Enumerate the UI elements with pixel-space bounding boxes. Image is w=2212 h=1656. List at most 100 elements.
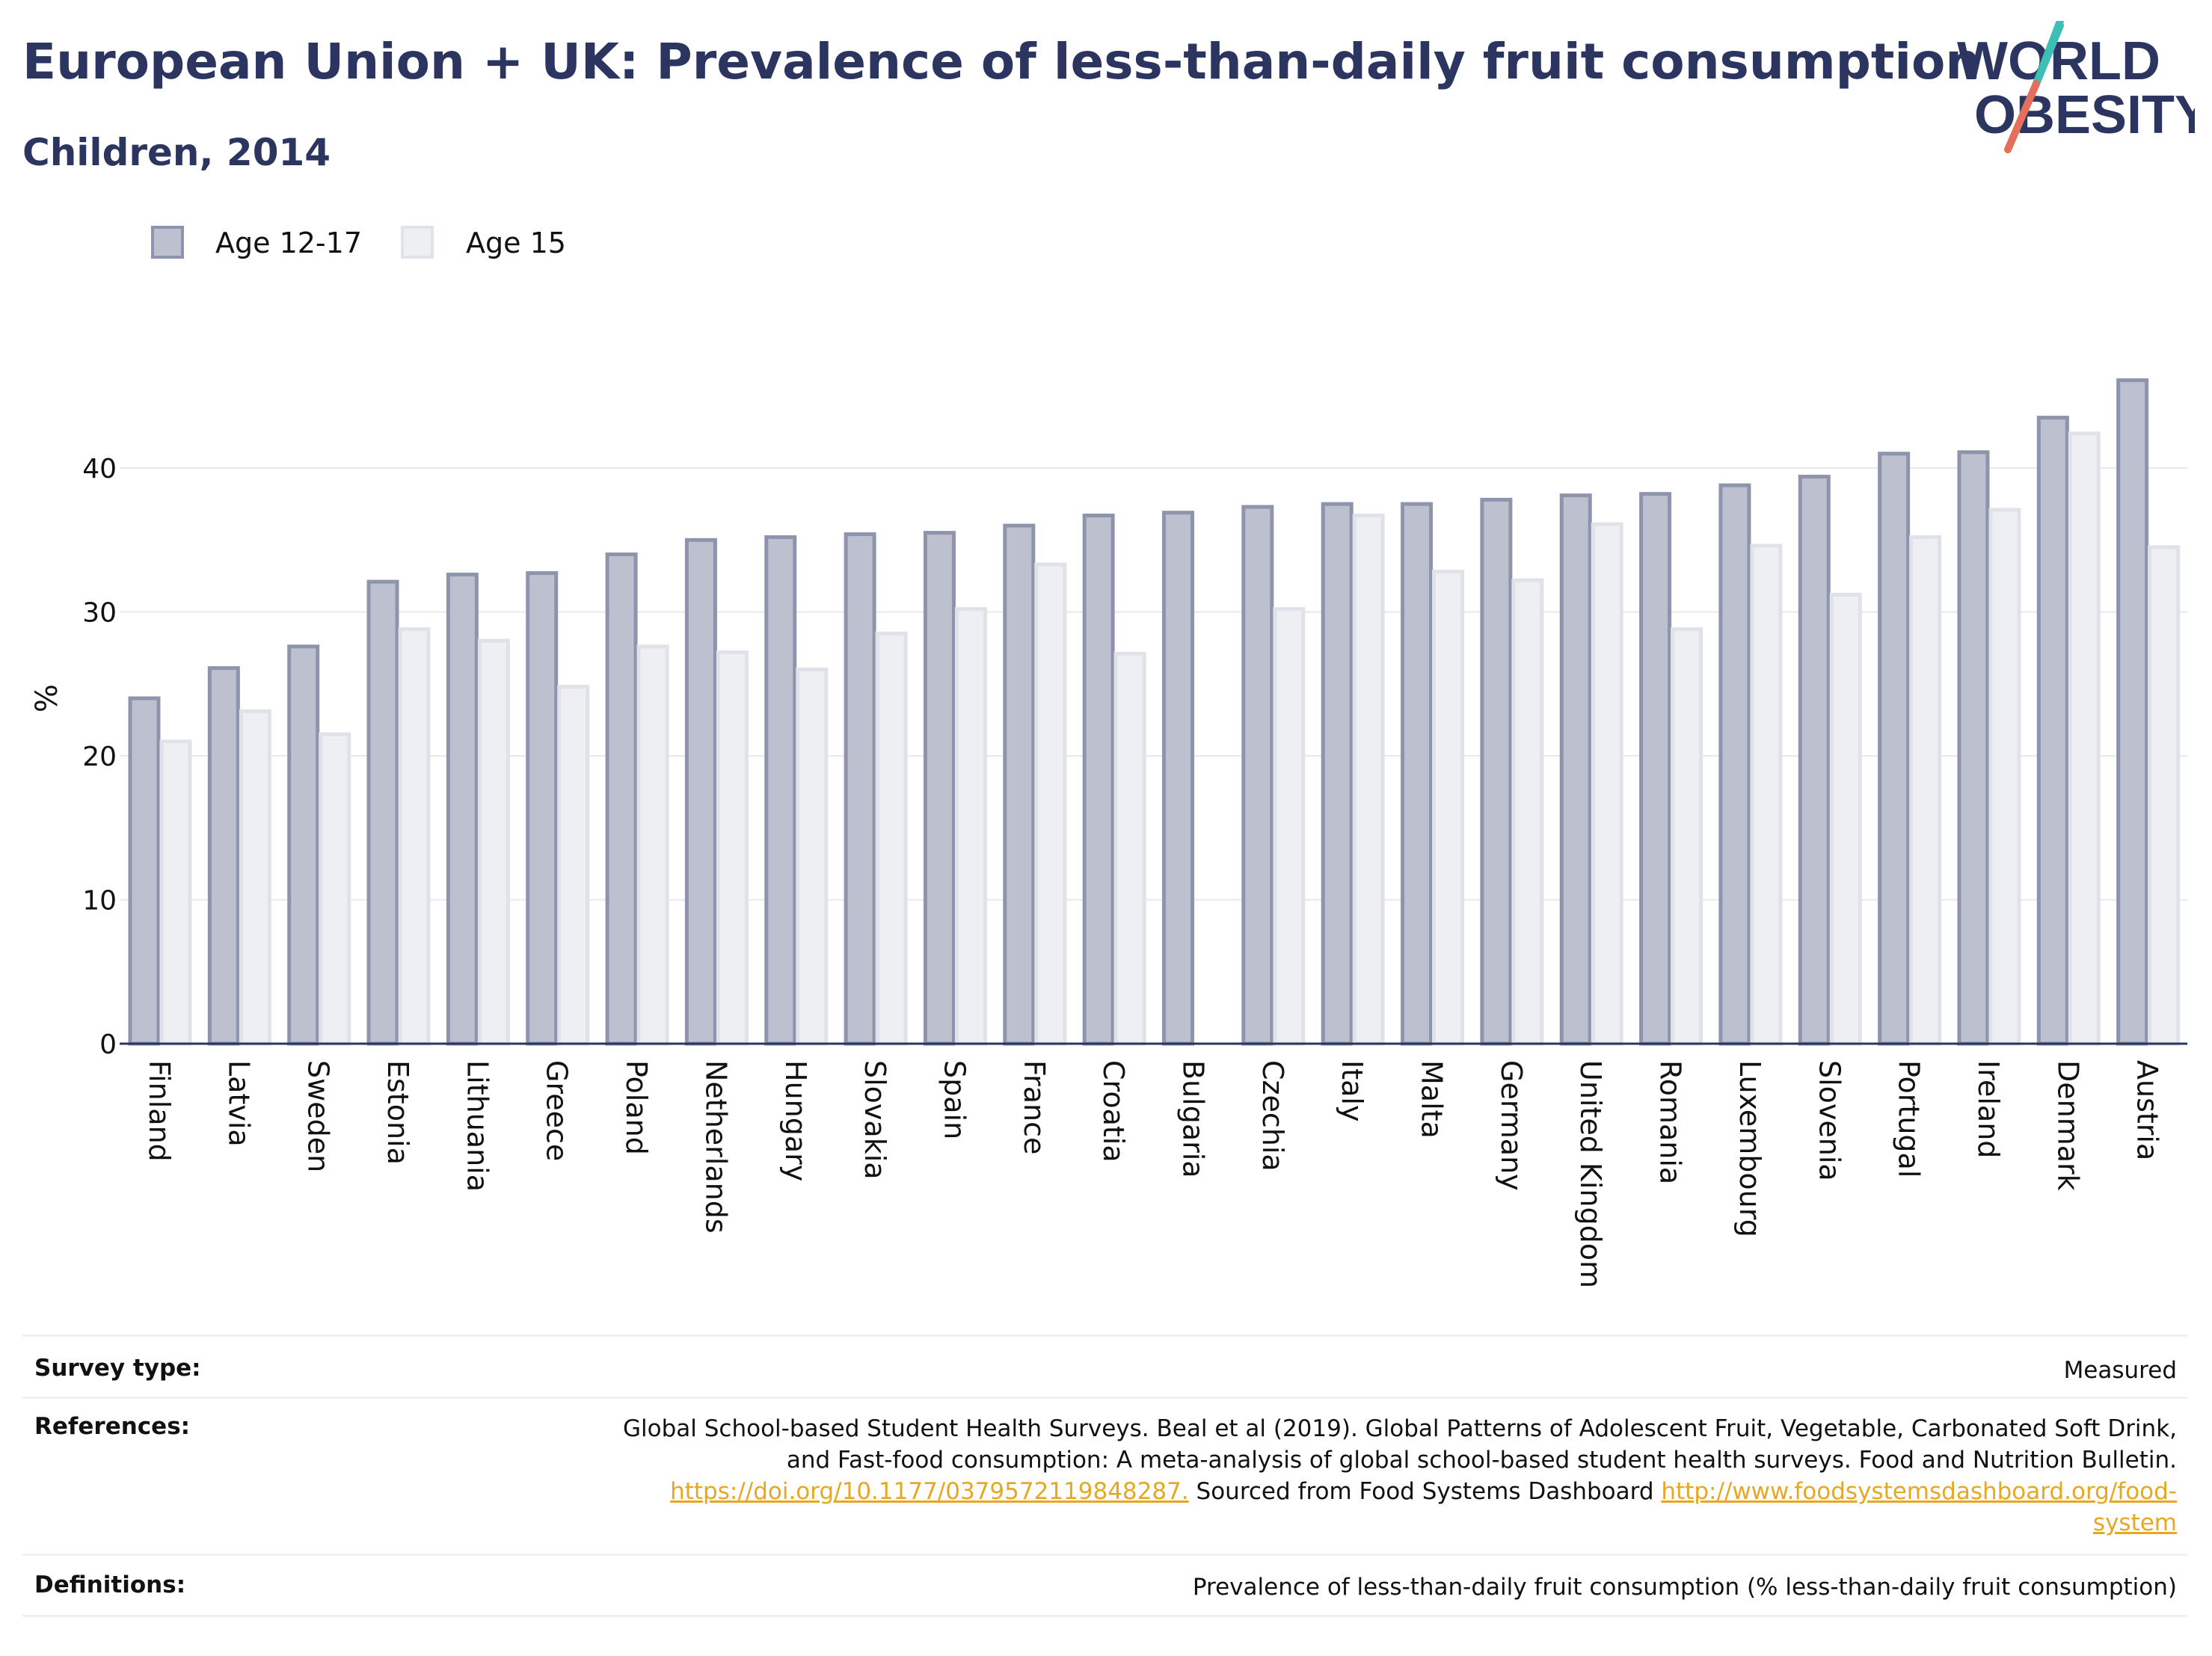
bar-chart: 0 10 20 30 40% Finland Latvia Sweden Estonia Lith…: [30, 226, 2187, 1288]
bar-sweden-age-15: [319, 732, 351, 1046]
bar-luxembourg-age-12-17: [1718, 483, 1751, 1046]
bar-malta-age-12-17: [1401, 502, 1434, 1046]
bar-czechia-age-15: [1273, 607, 1306, 1046]
food-systems-link-cont[interactable]: system: [2092, 1509, 2177, 1536]
bar-greece-age-12-17: [526, 571, 559, 1046]
references-line-4: system: [307, 1507, 2177, 1539]
x-tick-label: Netherlands: [699, 1060, 732, 1234]
bar-austria-age-12-17: [2116, 378, 2149, 1046]
bar-ireland-age-12-17: [1957, 450, 1990, 1046]
footer-divider: [22, 1397, 2187, 1399]
x-tick-label: Germany: [1495, 1060, 1528, 1191]
definitions-value: Prevalence of less-than-daily fruit cons…: [1192, 1574, 2177, 1601]
bar-germany-age-15: [1511, 578, 1544, 1046]
bar-finland-age-12-17: [128, 696, 161, 1046]
logo-slash-coral: [2004, 80, 2040, 153]
x-tick-label: Sweden: [302, 1060, 335, 1172]
x-tick-label: France: [1018, 1060, 1051, 1154]
bar-latvia-age-12-17: [207, 666, 240, 1046]
bar-romania-age-15: [1671, 627, 1703, 1046]
bar-spain-age-12-17: [923, 531, 956, 1046]
x-tick-label: Bulgaria: [1177, 1060, 1210, 1178]
legend: Age 12-17 Age 15: [151, 226, 566, 259]
chart-subtitle: Children, 2014: [22, 131, 331, 174]
x-tick-label: Ireland: [1972, 1060, 2005, 1158]
bar-romania-age-12-17: [1639, 492, 1672, 1046]
y-tick-label: 40: [82, 454, 117, 484]
bar-portugal-age-12-17: [1878, 452, 1911, 1046]
x-tick-label: Finland: [143, 1060, 176, 1162]
logo-word-world: WORLD: [1957, 31, 2160, 91]
x-tick-label: Hungary: [779, 1060, 812, 1181]
x-tick-label: Spain: [938, 1060, 971, 1139]
bar-bulgaria-age-12-17: [1162, 511, 1194, 1046]
bar-hungary-age-12-17: [764, 535, 797, 1046]
bar-hungary-age-15: [796, 668, 829, 1046]
bar-slovakia-age-15: [875, 631, 908, 1046]
references-label: References:: [34, 1413, 191, 1440]
y-tick-label: 10: [82, 886, 117, 917]
bar-united-kingdom-age-12-17: [1559, 493, 1592, 1046]
bar-italy-age-12-17: [1321, 502, 1354, 1046]
bar-germany-age-12-17: [1480, 497, 1513, 1046]
bar-poland-age-15: [636, 644, 669, 1046]
bar-estonia-age-12-17: [366, 579, 399, 1046]
bar-slovakia-age-12-17: [844, 532, 876, 1046]
x-tick-label: Lithuania: [461, 1060, 494, 1192]
bar-spain-age-15: [954, 607, 987, 1046]
bar-ireland-age-15: [1988, 508, 2021, 1046]
bar-denmark-age-15: [2068, 431, 2101, 1046]
bar-italy-age-15: [1352, 514, 1385, 1046]
food-systems-link[interactable]: http://www.foodsystemsdashboard.org/food…: [1661, 1478, 2177, 1505]
bar-slovenia-age-12-17: [1798, 475, 1831, 1046]
x-tick-label: Poland: [620, 1060, 653, 1155]
x-tick-label: Slovenia: [1813, 1060, 1846, 1181]
bar-sweden-age-12-17: [287, 644, 320, 1046]
footer-divider: [22, 1615, 2187, 1617]
survey-type-value: Measured: [2063, 1357, 2177, 1384]
legend-swatch-age-12-17: [151, 226, 184, 259]
footer-divider: [22, 1554, 2187, 1556]
references-text: Global School-based Student Health Surve…: [307, 1413, 2177, 1539]
bars: [128, 378, 2181, 1046]
bar-croatia-age-15: [1113, 651, 1146, 1046]
definitions-label: Definitions:: [34, 1572, 186, 1598]
bar-czechia-age-12-17: [1241, 505, 1274, 1046]
references-sourced-text: Sourced from Food Systems Dashboard: [1188, 1478, 1662, 1505]
x-tick-label: Croatia: [1097, 1060, 1130, 1163]
x-tick-label: Estonia: [381, 1060, 414, 1165]
footer-survey-row: Survey type: Measured: [22, 1355, 2187, 1392]
references-line-2: and Fast-food consumption: A meta-analys…: [786, 1447, 2177, 1474]
x-tick-label: Czechia: [1256, 1060, 1289, 1172]
bar-netherlands-age-15: [716, 650, 749, 1046]
bar-estonia-age-15: [398, 627, 431, 1046]
legend-label-age-12-17: Age 12-17: [215, 227, 362, 259]
x-tick-label: Austria: [2131, 1060, 2164, 1160]
bar-greece-age-15: [557, 685, 590, 1046]
doi-link[interactable]: https://doi.org/10.1177/0379572119848287…: [670, 1478, 1189, 1505]
footer-references-row: References: Global School-based Student …: [22, 1413, 2187, 1548]
legend-label-age-15: Age 15: [466, 227, 566, 259]
bar-lithuania-age-12-17: [446, 572, 479, 1046]
bar-portugal-age-15: [1909, 535, 1942, 1046]
bar-lithuania-age-15: [477, 638, 510, 1046]
x-tick-label: Romania: [1654, 1060, 1687, 1184]
bar-finland-age-15: [159, 739, 192, 1046]
axes: 0 10 20 30 40% Finland Latvia Sweden Estonia Lith…: [30, 454, 2187, 1288]
bar-croatia-age-12-17: [1082, 514, 1115, 1046]
x-tick-label: Denmark: [2051, 1060, 2084, 1191]
references-line-1: Global School-based Student Health Surve…: [623, 1415, 2177, 1442]
y-tick-label: 20: [82, 742, 117, 772]
x-tick-label: United Kingdom: [1574, 1060, 1607, 1288]
survey-type-label: Survey type:: [34, 1355, 201, 1382]
bar-france-age-15: [1034, 562, 1067, 1046]
x-tick-label: Portugal: [1893, 1060, 1926, 1178]
footer-divider: [22, 1335, 2187, 1337]
x-tick-label: Slovakia: [858, 1060, 891, 1180]
y-tick-label: 30: [82, 598, 117, 629]
y-tick-label: 0: [99, 1029, 117, 1060]
bar-luxembourg-age-15: [1750, 544, 1783, 1046]
x-tick-label: Latvia: [222, 1060, 255, 1147]
world-obesity-logo: WORLD OBESITY: [1957, 21, 2195, 153]
bar-france-age-12-17: [1003, 523, 1036, 1046]
